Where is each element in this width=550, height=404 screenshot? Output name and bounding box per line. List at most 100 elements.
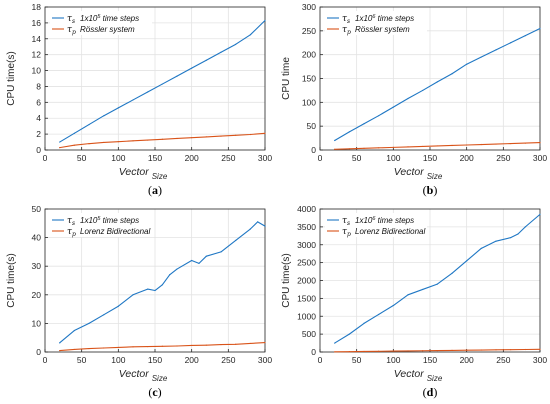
- data-point: [407, 146, 409, 148]
- data-point: [249, 228, 251, 230]
- data-point: [132, 140, 134, 142]
- data-point: [161, 138, 163, 140]
- data-point: [436, 283, 438, 285]
- y-tick-label: 8: [36, 81, 41, 91]
- legend-symbol: τp: [67, 227, 76, 238]
- data-point: [205, 59, 207, 61]
- x-tick-label: 50: [77, 153, 87, 163]
- data-point: [249, 133, 251, 136]
- x-axis-label: Vector Size: [394, 368, 443, 383]
- data-point: [220, 251, 222, 253]
- data-point: [117, 305, 119, 307]
- data-point: [363, 350, 365, 353]
- data-point: [451, 144, 453, 147]
- data-point: [524, 142, 526, 144]
- data-point: [249, 34, 251, 36]
- data-point: [480, 56, 482, 58]
- data-point: [176, 137, 178, 140]
- data-point: [363, 123, 365, 125]
- data-point: [510, 349, 512, 351]
- data-point: [348, 148, 350, 150]
- data-point: [235, 134, 237, 136]
- data-point: [451, 349, 453, 351]
- data-point: [510, 142, 512, 145]
- data-point: [103, 141, 105, 144]
- data-point: [59, 141, 61, 143]
- x-tick-label: 200: [185, 355, 199, 365]
- series-line-tau-s: [334, 213, 541, 344]
- data-point: [539, 27, 541, 30]
- data-point: [132, 294, 134, 296]
- data-point: [334, 351, 336, 353]
- legend-symbol: τs: [342, 14, 350, 25]
- y-tick-label: 50: [307, 121, 317, 131]
- data-point: [378, 313, 380, 316]
- data-point: [161, 284, 163, 286]
- data-point: [466, 63, 468, 65]
- data-point: [191, 67, 193, 69]
- data-point: [392, 350, 394, 352]
- panel-caption: (c): [148, 385, 161, 399]
- legend-symbol: τp: [67, 25, 76, 36]
- y-tick-label: 0: [311, 145, 316, 155]
- data-point: [480, 349, 482, 351]
- data-point: [495, 240, 497, 242]
- y-tick-label: 40: [32, 233, 42, 243]
- data-point: [524, 348, 526, 351]
- y-tick-label: 3000: [297, 240, 316, 250]
- data-point: [88, 322, 90, 324]
- data-point: [117, 107, 119, 109]
- chart-panel-d: 0 50 100 150 200 250 300 0 500 1000 1500 2000 2500 30…: [275, 202, 550, 404]
- x-tick-label: 200: [460, 153, 474, 163]
- panel-caption: (d): [423, 385, 438, 399]
- data-point: [73, 329, 75, 332]
- data-point: [422, 288, 424, 291]
- data-point: [132, 99, 134, 101]
- data-point: [524, 226, 526, 228]
- x-tick-label: 200: [460, 355, 474, 365]
- y-tick-label: 1000: [297, 311, 316, 321]
- legend-box: [325, 11, 427, 35]
- data-point: [176, 345, 178, 347]
- x-axis-label: Vector Size: [119, 166, 168, 181]
- y-tick-label: 2: [36, 129, 41, 139]
- y-tick-label: 1500: [297, 293, 316, 303]
- data-point: [161, 83, 163, 85]
- data-point: [422, 89, 424, 92]
- data-point: [334, 148, 336, 150]
- y-tick-label: 10: [32, 318, 42, 328]
- data-point: [205, 344, 207, 346]
- data-point: [422, 145, 424, 148]
- data-point: [392, 146, 394, 148]
- data-point: [205, 136, 207, 138]
- data-point: [334, 342, 336, 344]
- y-axis-label: CPU time: [281, 57, 292, 100]
- data-point: [264, 341, 266, 344]
- legend-time-steps-label: 1x105 time steps: [80, 14, 139, 23]
- x-tick-label: 0: [318, 355, 323, 365]
- data-point: [524, 35, 526, 37]
- data-point: [235, 239, 237, 242]
- data-point: [378, 147, 380, 149]
- data-point: [154, 289, 156, 292]
- data-point: [466, 260, 468, 262]
- legend-box: [325, 213, 427, 237]
- x-tick-label: 100: [386, 153, 400, 163]
- x-tick-label: 300: [258, 153, 272, 163]
- data-point: [147, 91, 149, 93]
- legend-symbol: τp: [342, 25, 351, 36]
- data-point: [517, 233, 519, 235]
- x-tick-label: 0: [318, 153, 323, 163]
- data-point: [88, 347, 90, 350]
- data-point: [147, 139, 149, 141]
- data-point: [510, 42, 512, 44]
- data-point: [191, 137, 193, 139]
- y-tick-label: 100: [302, 97, 316, 107]
- legend-system-label: Lorenz Bidirectional: [355, 227, 425, 236]
- data-point: [235, 43, 237, 45]
- data-point: [264, 19, 266, 22]
- y-axis-label: CPU time(s): [6, 51, 17, 105]
- data-point: [539, 213, 541, 215]
- data-point: [363, 147, 365, 149]
- data-point: [510, 237, 512, 239]
